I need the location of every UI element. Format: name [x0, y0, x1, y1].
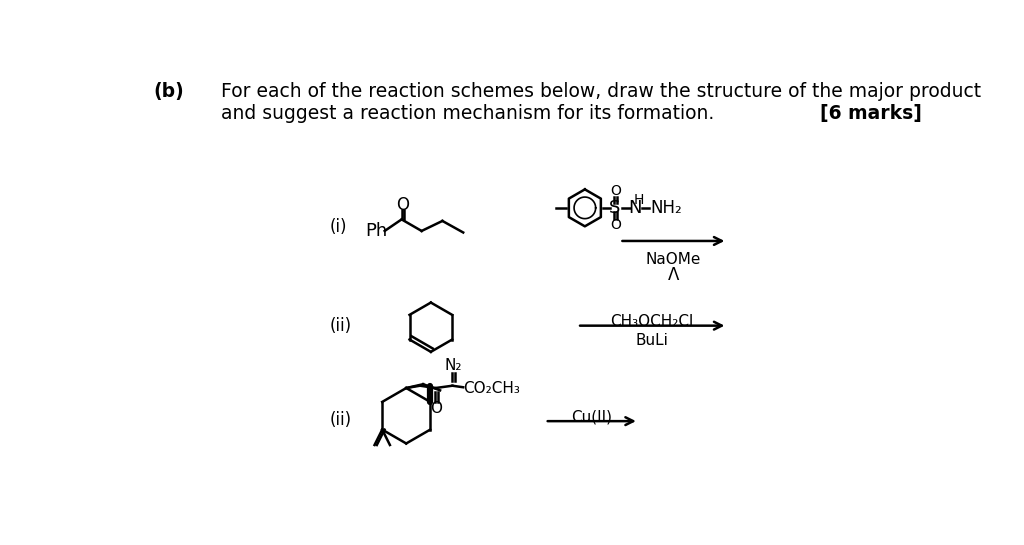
Text: (i): (i) [330, 218, 347, 236]
Text: BuLi: BuLi [636, 334, 669, 348]
Text: N₂: N₂ [444, 358, 462, 373]
Text: O: O [610, 184, 622, 198]
Text: [6 marks]: [6 marks] [819, 104, 922, 123]
Text: O: O [396, 196, 409, 214]
Text: and suggest a reaction mechanism for its formation.: and suggest a reaction mechanism for its… [221, 104, 715, 123]
Text: CH₃OCH₂Cl: CH₃OCH₂Cl [610, 314, 693, 329]
Text: Ph: Ph [366, 222, 388, 240]
Text: (ii): (ii) [330, 410, 351, 428]
Text: H: H [634, 193, 644, 207]
Text: O: O [610, 218, 622, 232]
Text: CO₂CH₃: CO₂CH₃ [463, 382, 520, 396]
Text: NaOMe: NaOMe [646, 252, 701, 267]
Text: (ii): (ii) [330, 317, 351, 335]
Text: Cu(II): Cu(II) [571, 410, 612, 425]
Text: For each of the reaction schemes below, draw the structure of the major product: For each of the reaction schemes below, … [221, 82, 982, 101]
Text: O: O [430, 401, 442, 415]
Text: S: S [609, 199, 621, 217]
Text: N: N [628, 199, 642, 217]
Text: (b): (b) [154, 82, 184, 101]
Text: NH₂: NH₂ [650, 199, 682, 217]
Text: Λ: Λ [668, 265, 679, 283]
